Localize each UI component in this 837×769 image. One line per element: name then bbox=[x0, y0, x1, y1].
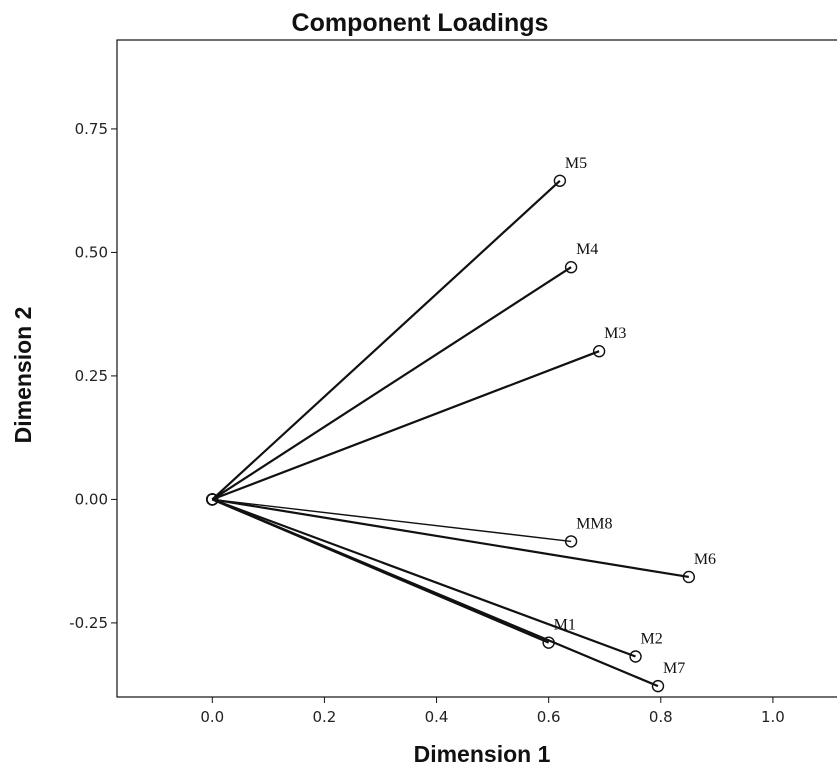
point-m7 bbox=[651, 679, 665, 693]
point-label-mm8: MM8 bbox=[576, 515, 612, 532]
x-axis-title: Dimension 1 bbox=[414, 741, 551, 767]
point-m4 bbox=[564, 261, 578, 274]
point-label-m2: M2 bbox=[641, 630, 663, 647]
y-tick-label: 0.25 bbox=[75, 367, 108, 385]
vector-m6 bbox=[212, 498, 689, 579]
vector-m2 bbox=[211, 498, 636, 658]
point-m5 bbox=[553, 174, 567, 187]
x-axis: 0.0 0.2 0.4 0.6 0.8 1.0 bbox=[200, 697, 785, 726]
loading-vectors bbox=[211, 179, 689, 688]
point-mm8 bbox=[564, 535, 578, 548]
point-label-m3: M3 bbox=[604, 325, 626, 342]
y-tick-label: 0.75 bbox=[75, 120, 108, 138]
x-tick-label: 0.8 bbox=[649, 708, 673, 726]
point-label-m5: M5 bbox=[565, 155, 587, 172]
vector-mm8 bbox=[212, 498, 572, 543]
point-label-m6: M6 bbox=[694, 551, 716, 568]
point-m1 bbox=[542, 636, 555, 649]
x-tick-label: 1.0 bbox=[761, 708, 785, 726]
chart-title: Component Loadings bbox=[292, 9, 549, 37]
origin-marker bbox=[206, 493, 219, 506]
y-tick-label: 0.50 bbox=[75, 243, 108, 261]
x-tick-label: 0.4 bbox=[425, 708, 449, 726]
loading-points bbox=[206, 174, 696, 693]
vector-m5 bbox=[211, 179, 561, 501]
plot-frame bbox=[116, 39, 837, 698]
point-label-m1: M1 bbox=[554, 617, 576, 634]
point-label-m7: M7 bbox=[663, 660, 685, 677]
point-m3 bbox=[592, 345, 606, 358]
vector-m7 bbox=[211, 498, 659, 688]
y-axis: -0.25 0.00 0.25 0.50 0.75 bbox=[69, 120, 117, 632]
point-label-m4: M4 bbox=[576, 241, 598, 258]
y-axis-title: Dimension 2 bbox=[10, 307, 36, 444]
y-tick-label: 0.00 bbox=[75, 490, 108, 508]
x-tick-label: 0.0 bbox=[200, 708, 224, 726]
point-m2 bbox=[629, 650, 642, 663]
point-m6 bbox=[682, 570, 696, 584]
vector-m4 bbox=[211, 266, 572, 501]
x-tick-label: 0.6 bbox=[537, 708, 561, 726]
vector-m3 bbox=[211, 350, 600, 501]
x-tick-label: 0.2 bbox=[312, 708, 336, 726]
y-tick-label: -0.25 bbox=[69, 614, 108, 632]
